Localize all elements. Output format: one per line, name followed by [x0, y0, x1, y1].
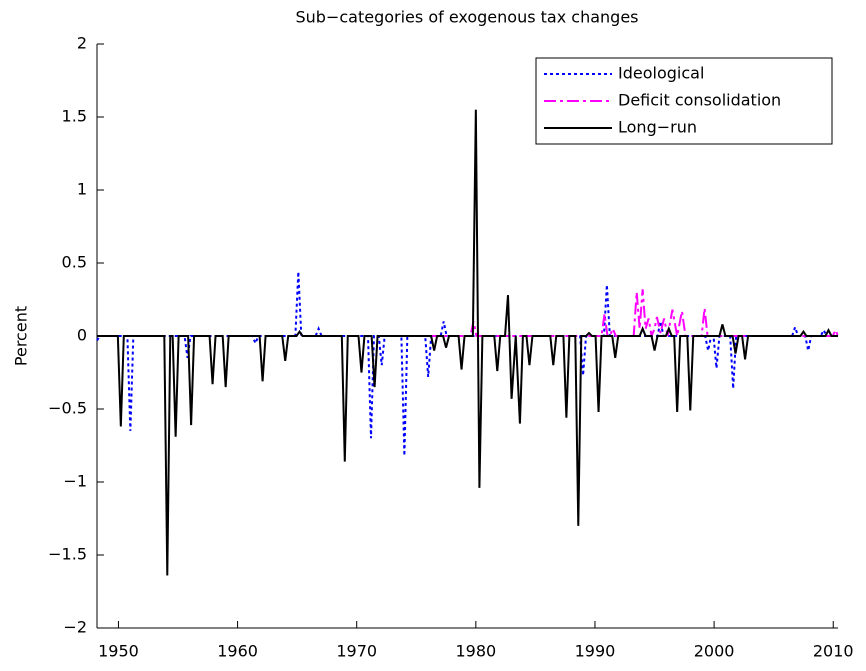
- y-axis-label: Percent: [12, 306, 31, 366]
- y-tick-label: −1.5: [48, 545, 87, 564]
- x-tick-label: 2010: [813, 642, 854, 661]
- line-series: [97, 109, 838, 576]
- x-tick-label: 1960: [217, 642, 258, 661]
- x-tick-label: 1950: [98, 642, 139, 661]
- line-series: [96, 271, 838, 456]
- legend-label: Long−run: [618, 118, 697, 137]
- y-tick-label: 1: [77, 180, 87, 199]
- x-tick-label: 1970: [336, 642, 377, 661]
- y-tick-label: 0.5: [62, 253, 87, 272]
- y-tick-label: −0.5: [48, 399, 87, 418]
- x-tick-label: 1990: [575, 642, 616, 661]
- x-tick-label: 1980: [455, 642, 496, 661]
- legend-box: [535, 57, 833, 145]
- chart-title: Sub−categories of exogenous tax changes: [296, 8, 639, 27]
- legend-label: Deficit consolidation: [618, 91, 781, 110]
- y-tick-label: 2: [77, 34, 87, 53]
- y-tick-label: 0: [77, 326, 87, 345]
- y-tick-label: −1: [63, 472, 87, 491]
- line-series: [428, 289, 839, 340]
- legend-label: Ideological: [618, 64, 704, 83]
- y-tick-label: 1.5: [62, 107, 87, 126]
- y-tick-label: −2: [63, 618, 87, 637]
- x-tick-label: 2000: [694, 642, 735, 661]
